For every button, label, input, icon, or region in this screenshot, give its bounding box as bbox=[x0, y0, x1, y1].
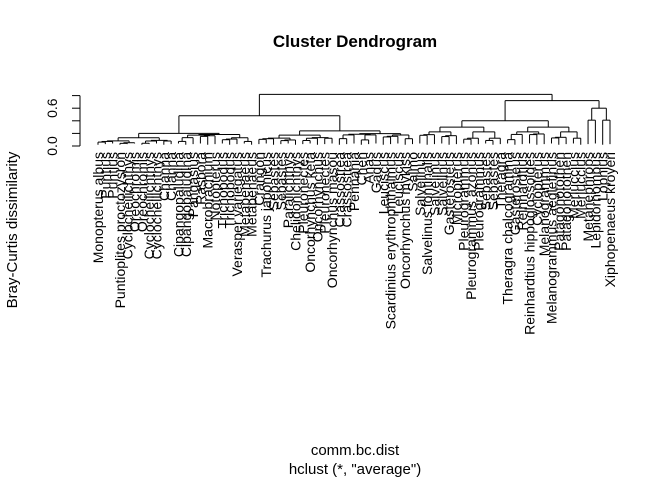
leaf-label: Cyclocheilichthys bbox=[141, 152, 157, 259]
leaf-label: Chen bbox=[353, 152, 369, 185]
leaf-label: Cipangopaludina bbox=[170, 152, 186, 257]
leaf-label: Cyclopterus bbox=[529, 152, 545, 226]
leaf-label: Rasbora bbox=[192, 152, 208, 205]
leaf-label: Oncorhynchus keta bbox=[302, 152, 318, 273]
leaf-label: Xiphopenaeus kroyeri bbox=[602, 152, 618, 287]
leaf-label: Channa bbox=[163, 152, 179, 201]
leaf-label: Sebastes bbox=[485, 152, 501, 210]
leaf-label: Gadus bbox=[368, 152, 384, 193]
leaf-label: Gasterosteus bbox=[507, 152, 523, 235]
y-tick-label: 0.6 bbox=[44, 98, 60, 118]
leaf-label: Macrobrachium bbox=[200, 152, 216, 248]
leaf-label: Oreochromis bbox=[134, 152, 150, 232]
leaf-label: Puntius bbox=[105, 152, 121, 199]
leaf-label: Theragra bbox=[492, 152, 508, 209]
leaf-label: Trichopodus bbox=[214, 152, 230, 229]
leaf-label: Cyclocheilichthys bbox=[149, 152, 165, 259]
leaf-label: Crassostrea bbox=[331, 152, 347, 228]
y-axis-label: Bray-Curtis dissimilarity bbox=[4, 151, 21, 308]
leaf-label: Oreochromis bbox=[127, 152, 143, 232]
leaf-label: Cipangopaludina bbox=[178, 152, 194, 257]
leaf-label: Sebastes bbox=[478, 152, 494, 210]
leaf-label: Channa bbox=[156, 152, 172, 201]
leaf-label: Metanephrops bbox=[580, 152, 596, 242]
y-axis: 0.0 0.6 bbox=[44, 95, 81, 156]
leaf-label: Salvelinus bbox=[412, 152, 428, 216]
leaf-label: Metapenaeus bbox=[244, 152, 260, 237]
method-sublabel: hclust (*, "average") bbox=[289, 461, 421, 478]
leaf-label: Micropterus bbox=[448, 152, 464, 225]
x-axis-label: comm.bc.dist bbox=[311, 442, 400, 459]
leaf-label: Salmo bbox=[405, 152, 421, 192]
leaf-label: Trachurus japonicus bbox=[258, 152, 274, 278]
leaf-label: Reinhardtius hippoglossoides bbox=[522, 152, 538, 335]
leaf-label: Metapenaeus bbox=[236, 152, 252, 237]
leaf-label: Salvelinus bbox=[434, 152, 450, 216]
leaf-label: Sebastes bbox=[266, 152, 282, 210]
leaf-label: Notopterus bbox=[207, 152, 223, 220]
leaf-label: Leuciscus bbox=[390, 152, 406, 214]
leaf-label: Oncorhynchus mykiss bbox=[397, 152, 413, 289]
leaf-label: Scardinius erythrophthalmus bbox=[383, 152, 399, 329]
leaf-label: Merluccius bbox=[573, 152, 589, 219]
leaf-label: Patagonotothen bbox=[558, 152, 574, 251]
leaf-label: Chelidonichthys bbox=[287, 152, 303, 251]
leaf-label: Reinhardtius bbox=[514, 152, 530, 231]
leaf-label: Salvelinus fontinalis bbox=[419, 152, 435, 275]
leaf-label: Gasterosteus bbox=[441, 152, 457, 235]
chart-title: Cluster Dendrogram bbox=[273, 32, 437, 51]
leaf-label: Paralichthys bbox=[280, 152, 296, 228]
leaf-label: Pleurogrammus bbox=[456, 152, 472, 251]
leaf-label: Lepidorhombus bbox=[587, 152, 603, 249]
leaf-label: Lophius bbox=[595, 152, 611, 201]
leaf-label: Pleuronectes bbox=[295, 152, 311, 234]
leaf-label: Cyclocheilichthys bbox=[119, 152, 135, 259]
leaf-label: Sebastes bbox=[273, 152, 289, 210]
leaf-label: Pangasius bbox=[185, 152, 201, 217]
leaf-label: Salvelinus bbox=[426, 152, 442, 216]
leaf-label: Puntius bbox=[97, 152, 113, 199]
leaf-label: Patagonotothen bbox=[551, 152, 567, 251]
leaf-label: Monopterus albus bbox=[90, 152, 106, 263]
leaf-label: Leuciscus bbox=[375, 152, 391, 214]
leaf-label: Crangon bbox=[251, 152, 267, 206]
leaf-label: Pleurogrammus azonus bbox=[463, 152, 479, 300]
leaf-label: Pennahia bbox=[346, 152, 362, 211]
leaf-label: Melanogrammus aeglefinus bbox=[543, 152, 559, 324]
leaf-label: Puntioplites proctozysron bbox=[112, 152, 128, 308]
leaf-labels: Monopterus albusPuntiusPuntiusPuntioplit… bbox=[90, 152, 618, 335]
leaf-label: Oncorhynchus bbox=[309, 152, 325, 242]
leaf-label: Melanogrammus bbox=[536, 152, 552, 256]
leaf-label: Theragra chalcogramma bbox=[500, 152, 516, 305]
leaf-label: Verasper variegatus bbox=[229, 152, 245, 277]
leaf-label: Anas bbox=[361, 152, 377, 184]
leaf-label: Oncorhynchus masou bbox=[324, 152, 340, 288]
leaf-label: Trichopodus bbox=[222, 152, 238, 229]
leaf-label: Pleurogrammus bbox=[470, 152, 486, 251]
dendrogram-tree bbox=[97, 93, 611, 145]
leaf-label: Pleuronectes bbox=[317, 152, 333, 234]
leaf-label: Merluccius bbox=[565, 152, 581, 219]
y-tick-label: 0.0 bbox=[44, 136, 60, 156]
leaf-label: Crassostrea bbox=[339, 152, 355, 228]
